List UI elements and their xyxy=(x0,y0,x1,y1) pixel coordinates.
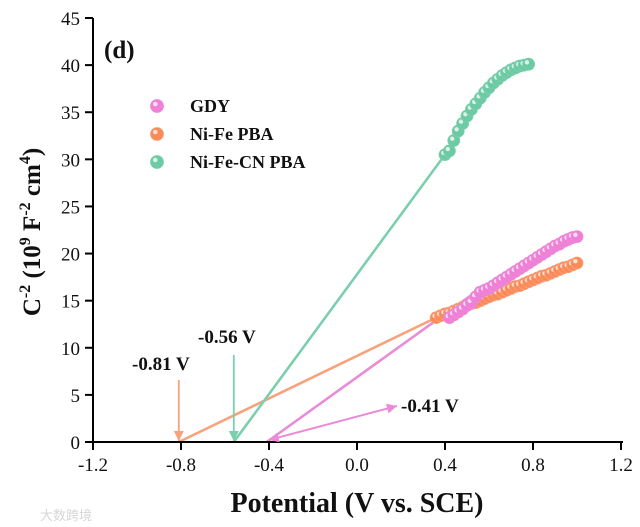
x-tick-label: 1.2 xyxy=(609,455,633,476)
y-axis-label: C-2 (109 F-2 cm4) xyxy=(17,148,46,316)
y-tick-label: 20 xyxy=(61,245,80,266)
data-points xyxy=(429,57,584,325)
intercept-label-ni-fe-pba: -0.81 V xyxy=(132,354,190,375)
y-tick-label: 35 xyxy=(61,103,80,124)
y-tick-label: 5 xyxy=(71,386,81,407)
arrow-ni-fe-pba-head xyxy=(173,431,184,441)
x-tick-label: 0.8 xyxy=(521,455,545,476)
marker-body xyxy=(570,256,584,270)
legend-marker-highlight xyxy=(153,129,158,135)
marker-highlight xyxy=(573,232,578,237)
data-point xyxy=(522,57,535,71)
x-tick-label: -0.8 xyxy=(166,455,196,476)
y-tick-label: 30 xyxy=(61,150,80,171)
marker-body xyxy=(522,57,535,71)
arrow-ni-fe-cn-pba-head xyxy=(228,431,239,441)
marker-highlight xyxy=(450,136,455,141)
arrow-gdy-back-head xyxy=(268,432,280,443)
legend-label-1: Ni-Fe PBA xyxy=(190,124,273,144)
legend-marker-highlight xyxy=(153,157,158,163)
intercept-annotations: -0.81 V -0.56 V -0.41 V xyxy=(132,327,459,443)
x-tick-label: 0.4 xyxy=(433,455,457,476)
data-point xyxy=(570,256,584,270)
legend-marker-highlight xyxy=(153,101,158,107)
legend-marker-2 xyxy=(150,155,164,169)
x-tick-label: -0.4 xyxy=(254,455,285,476)
intercept-label-ni-fe-cn-pba: -0.56 V xyxy=(198,327,256,348)
legend-label-0: GDY xyxy=(190,96,230,116)
marker-highlight xyxy=(454,127,459,132)
x-tick-label: 0.0 xyxy=(345,455,369,476)
x-tick-label: -1.2 xyxy=(78,455,108,476)
x-axis-label: Potential (V vs. SCE) xyxy=(230,488,483,519)
marker-highlight xyxy=(573,258,578,264)
watermark: 大数跨境 xyxy=(40,509,92,524)
panel-label: (d) xyxy=(104,37,135,64)
marker-highlight xyxy=(458,119,464,124)
fit-line-2 xyxy=(232,153,447,443)
y-tick-label: 10 xyxy=(61,339,80,360)
legend-marker-1 xyxy=(150,127,164,141)
y-tick-label: 45 xyxy=(61,9,80,30)
axes: -1.2 -0.8 -0.4 0.0 0.4 0.8 1.2 0 5 10 15 20 25 30 35 40… xyxy=(61,9,633,476)
fit-line-1 xyxy=(178,316,437,444)
legend: GDY Ni-Fe PBA Ni-Fe-CN PBA xyxy=(150,96,305,172)
marker-highlight xyxy=(524,60,530,65)
marker-body xyxy=(570,230,584,243)
arrow-gdy-back-shaft xyxy=(268,405,398,441)
intercept-label-gdy: -0.41 V xyxy=(401,396,459,417)
y-tick-label: 15 xyxy=(61,292,80,313)
y-tick-label: 40 xyxy=(61,56,80,77)
marker-highlight xyxy=(445,146,450,152)
y-tick-label: 25 xyxy=(61,197,80,218)
legend-marker-0 xyxy=(150,99,164,113)
y-tick-label: 0 xyxy=(71,433,81,454)
data-point xyxy=(570,230,584,243)
legend-label-2: Ni-Fe-CN PBA xyxy=(190,152,305,172)
